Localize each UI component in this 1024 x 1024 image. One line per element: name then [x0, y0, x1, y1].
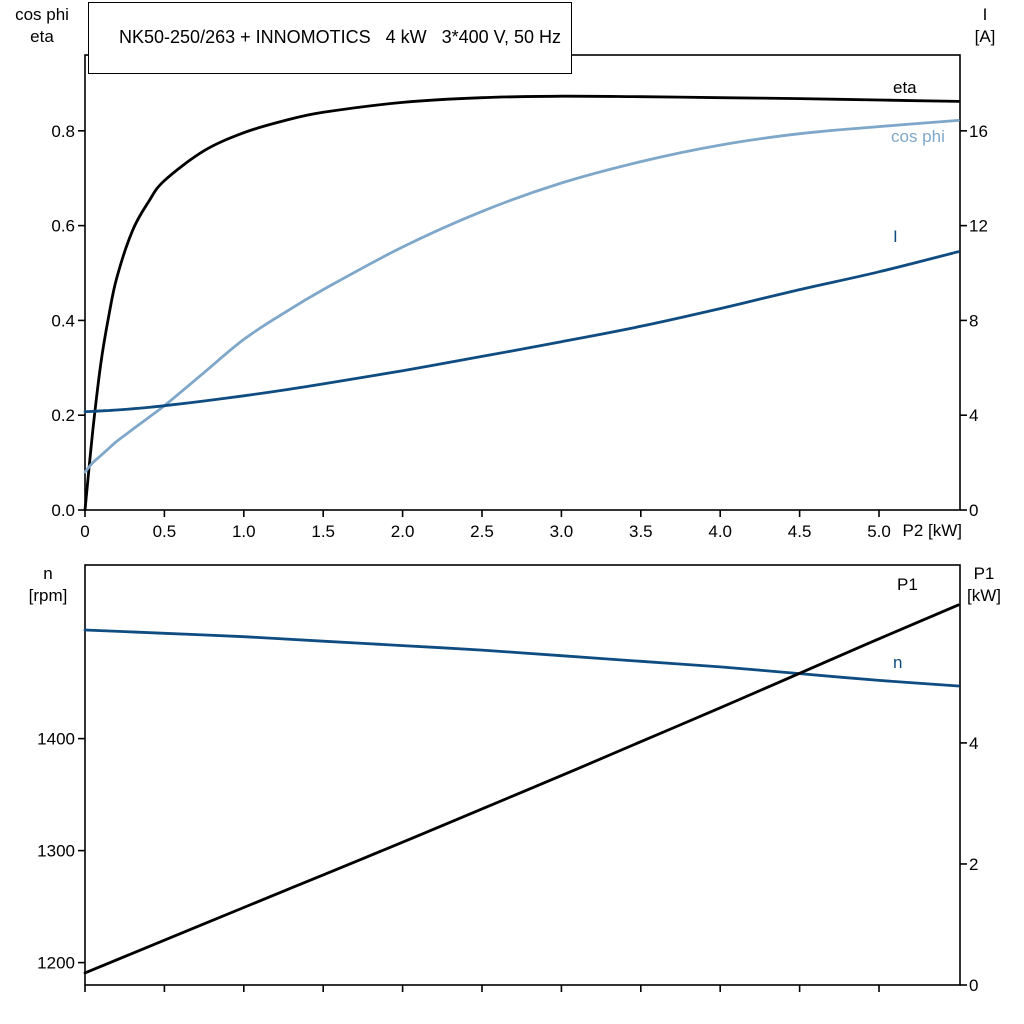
- curve-eta: [83, 94, 960, 512]
- chart-title: NK50-250/263 + INNOMOTICS 4 kW 3*400 V, …: [119, 27, 562, 47]
- y-left-tick-label: 0.4: [51, 311, 75, 330]
- curve-label-current: I: [893, 227, 898, 246]
- curve-I: [83, 250, 960, 414]
- curve-label-cos-phi: cos phi: [891, 127, 945, 146]
- x-tick-label: 3.5: [629, 522, 653, 541]
- y-left-tick-label: 1200: [37, 954, 75, 973]
- axis-title-cos-phi: cos phi: [15, 5, 69, 24]
- x-tick-label: 3.0: [550, 522, 574, 541]
- x-tick-label: 0: [80, 522, 89, 541]
- curve-cos-phi: [83, 119, 960, 474]
- x-tick-label: 0.5: [153, 522, 177, 541]
- y-left-tick-label: 1400: [37, 730, 75, 749]
- x-tick-label: 4.5: [788, 522, 812, 541]
- y-left-tick-label: 0.6: [51, 217, 75, 236]
- axis-title-current-unit: [A]: [974, 27, 996, 46]
- x-tick-label: 5.0: [867, 522, 891, 541]
- y-right-tick-label: 4: [969, 734, 978, 753]
- curve-P1: [83, 603, 960, 975]
- x-tick-label: 4.0: [708, 522, 732, 541]
- curve-label-n: n: [893, 653, 903, 672]
- bottom-chart-left-axis-title: n [rpm]: [16, 563, 80, 607]
- plot-border-chart-1: [84, 564, 961, 986]
- axis-title-eta: eta: [30, 27, 54, 46]
- curve-label-eta: eta: [893, 78, 917, 97]
- x-tick-label: 1.0: [232, 522, 256, 541]
- bottom-chart-right-axis-title: P1 [kW]: [952, 563, 1016, 607]
- y-left-tick-label: 0.8: [51, 122, 75, 141]
- y-right-tick-label: 0: [969, 976, 978, 995]
- y-left-tick-label: 0.2: [51, 406, 75, 425]
- top-chart-left-axis-title: cos phi eta: [4, 4, 80, 48]
- axis-title-speed: n: [43, 564, 53, 583]
- top-chart-right-axis-title: I [A]: [954, 4, 1016, 48]
- axis-title-p1: P1: [973, 564, 995, 583]
- axis-title-p1-unit: [kW]: [967, 586, 1001, 605]
- y-right-tick-label: 8: [969, 311, 978, 330]
- curve-n: [83, 628, 960, 688]
- x-axis-title-p2: P2 [kW]: [902, 521, 962, 540]
- y-right-tick-label: 16: [969, 122, 988, 141]
- y-left-tick-label: 0.0: [51, 501, 75, 520]
- chart-title-box: NK50-250/263 + INNOMOTICS 4 kW 3*400 V, …: [88, 2, 573, 74]
- y-left-tick-label: 1300: [37, 842, 75, 861]
- axis-title-current: I: [982, 5, 988, 24]
- y-right-tick-label: 12: [969, 217, 988, 236]
- y-right-tick-label: 2: [969, 855, 978, 874]
- y-right-tick-label: 4: [969, 406, 978, 425]
- y-right-tick-label: 0: [969, 501, 978, 520]
- curve-label-p1: P1: [897, 575, 918, 594]
- x-tick-label: 2.0: [391, 522, 415, 541]
- x-tick-label: 2.5: [470, 522, 494, 541]
- x-tick-label: 1.5: [311, 522, 335, 541]
- axis-title-speed-unit: [rpm]: [28, 586, 68, 605]
